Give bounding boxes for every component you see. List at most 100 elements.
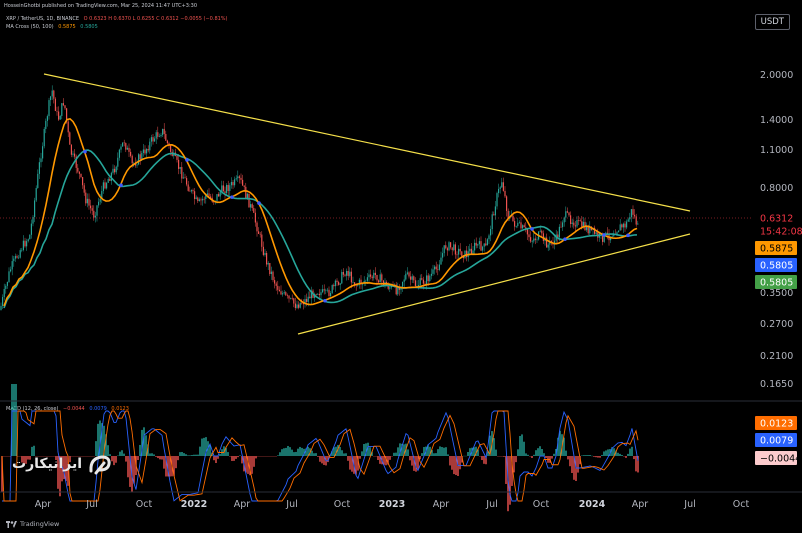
macd-hist-bar [303, 448, 305, 456]
candle-body [170, 145, 172, 152]
candle-body [253, 208, 255, 213]
candle-body [349, 271, 351, 276]
macd-hist-bar [493, 438, 495, 456]
candle-body [318, 293, 320, 296]
candle-body [317, 293, 319, 295]
candle-body [286, 295, 288, 296]
price-tick-label: 1.4000 [760, 115, 793, 126]
macd-hist-bar [185, 454, 187, 456]
macd-hist-bar [177, 456, 179, 461]
time-axis: Apr Jul Oct 2022 Apr Jul Oct 2023 Apr Jul Oct 2024 A… [35, 499, 750, 510]
upper-trendline[interactable] [43, 73, 691, 212]
candle-body [237, 176, 239, 179]
macd-hist-bar [125, 456, 127, 462]
macd-hist-bar [581, 455, 583, 456]
candle-body [192, 190, 194, 192]
candle-body [506, 196, 508, 211]
candle-body [142, 149, 144, 153]
macd-hist-bar [227, 452, 229, 456]
macd-hist-bar [595, 456, 597, 458]
candle-body [83, 185, 85, 193]
candle-body [51, 90, 53, 97]
candle-body [373, 272, 375, 279]
candle-body [202, 198, 204, 201]
candle-body [221, 185, 223, 193]
macd-hist-bar [587, 455, 589, 456]
candle-body [315, 294, 317, 295]
candle-body [130, 151, 132, 156]
candle-body [43, 128, 45, 147]
price-axis-tags: 0.6312 15:42:08 0.5875 0.5805 0.5805 [755, 211, 802, 289]
macd-hist-bar [617, 452, 619, 456]
macd-hist-bar [289, 447, 291, 456]
macd-hist-bar [315, 453, 317, 456]
candle-body [405, 273, 407, 280]
macd-hist-bar [543, 453, 545, 456]
tradingview-footer[interactable]: TradingView [6, 520, 59, 528]
candle-body [360, 279, 362, 285]
macd-hist-bar [363, 444, 365, 456]
macd-label: MACD (12, 26, close) [6, 406, 59, 412]
macd-hist-bar [519, 436, 521, 456]
candle-body [275, 283, 277, 286]
macd-hist-bar [517, 449, 519, 456]
macd-hist-bar [625, 456, 627, 458]
candle-body [149, 141, 151, 151]
candle-body [144, 149, 146, 154]
time-tick-label: 2024 [579, 499, 606, 510]
macd-hist-bar [299, 446, 301, 456]
macd-hist-bar [103, 425, 105, 456]
macd-hist-bar [15, 384, 17, 456]
tradingview-brand: TradingView [20, 520, 60, 528]
candle-body [403, 279, 405, 282]
candle-body [270, 271, 272, 274]
macd-hist-bar [145, 435, 147, 456]
macd-hist-bar [367, 442, 369, 456]
macd-hist-bar [59, 456, 61, 497]
candle-body [282, 293, 284, 295]
symbol-legend[interactable]: XRP / TetherUS, 1D, BINANCE O 0.6323 H 0… [6, 16, 228, 22]
candle-body [466, 250, 468, 258]
lower-trendline[interactable] [297, 233, 691, 335]
macd-line-value: 0.0079 [89, 406, 107, 412]
macd-hist-bar [119, 451, 121, 456]
macd-hist-bar [161, 456, 163, 460]
ma-cross-marker [323, 298, 327, 303]
candle-body [85, 192, 87, 204]
macd-hist-bar [627, 453, 629, 456]
candle-body [518, 222, 520, 223]
ma-cross-marker [530, 227, 534, 231]
macd-tag-label: 0.0123 [760, 419, 793, 430]
macd-hist-bar [127, 456, 129, 478]
price-tag-label: 15:42:08 [760, 227, 802, 238]
time-tick-label: Jul [285, 499, 297, 510]
macd-hist-bar [455, 456, 457, 476]
macd-hist-bar [389, 456, 391, 460]
macd-hist-bar [173, 456, 175, 477]
macd-hist-bar [521, 434, 523, 456]
candle-body [128, 147, 130, 152]
macd-legend[interactable]: MACD (12, 26, close) −0.0044 0.0079 0.01… [6, 406, 129, 412]
candle-body [442, 253, 444, 258]
macd-hist-bar [637, 456, 639, 473]
candle-body [522, 225, 524, 229]
currency-badge[interactable]: USDT [754, 14, 790, 30]
candle-body [434, 266, 436, 270]
candle-body [38, 162, 40, 174]
candle-body [139, 154, 141, 160]
candle-body [501, 182, 503, 188]
macd-hist-bar [527, 454, 529, 456]
macd-hist-bar [511, 456, 513, 486]
candle-body [542, 233, 544, 241]
candle-body [125, 143, 127, 150]
ma-cross-legend[interactable]: MA Cross (50, 100) 0.5875 0.5805 [6, 24, 98, 30]
candle-body [269, 262, 271, 274]
macd-hist-bar [281, 449, 283, 456]
candle-body [629, 217, 631, 220]
ma-cross-marker [257, 201, 261, 205]
candle-body [448, 242, 450, 251]
candle-body [206, 193, 208, 195]
candle-body [530, 237, 532, 242]
macd-hist-bar [141, 429, 143, 456]
